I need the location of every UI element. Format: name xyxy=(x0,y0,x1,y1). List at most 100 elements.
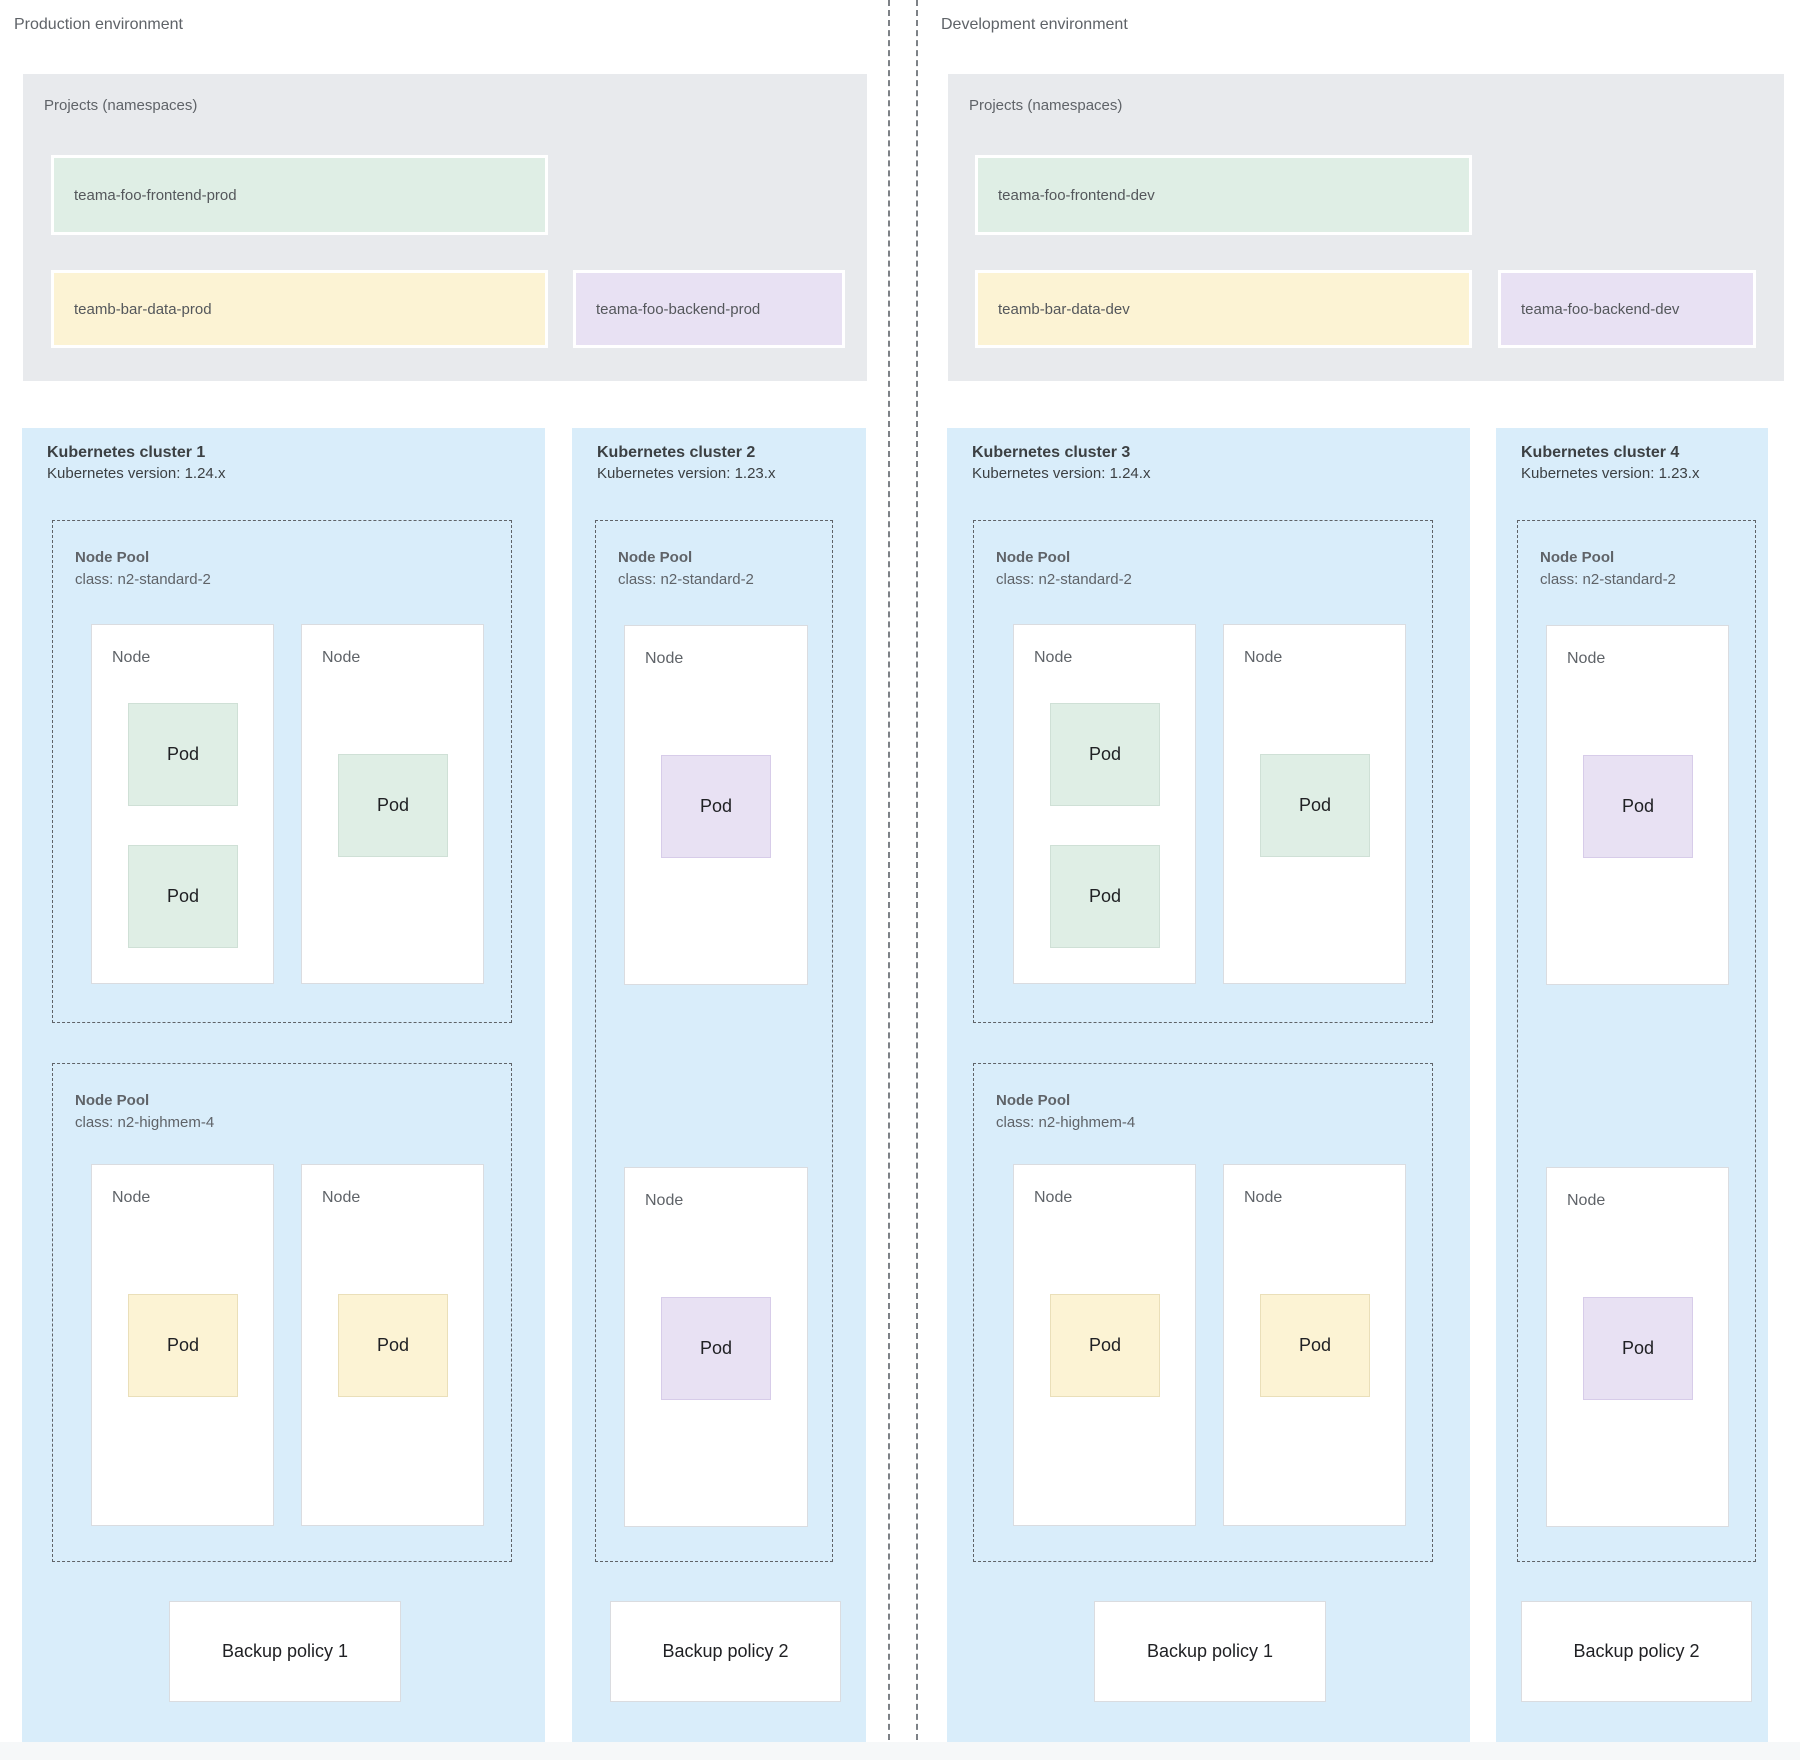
backup-policy-box: Backup policy 2 xyxy=(610,1601,841,1702)
pod-box: Pod xyxy=(1050,845,1160,948)
pod-box: Pod xyxy=(1050,1294,1160,1397)
pod-label: Pod xyxy=(1088,744,1122,764)
cluster-title: Kubernetes cluster 2 xyxy=(597,444,756,461)
node-box: Node Pod xyxy=(1546,1167,1729,1527)
namespace-chip: teama-foo-frontend-dev xyxy=(975,155,1472,235)
node-box: Node Pod xyxy=(301,624,484,984)
pod-box: Pod xyxy=(661,1297,771,1400)
node-pool-header: Node Pool class: n2-standard-2 xyxy=(996,547,1132,591)
node-pool-header: Node Pool class: n2-standard-2 xyxy=(1540,547,1676,591)
node-pool-class: class: n2-standard-2 xyxy=(1540,571,1676,588)
node-box: Node Pod xyxy=(301,1164,484,1526)
node-pool-box: Node Pool class: n2-highmem-4 Node Pod N… xyxy=(973,1063,1433,1562)
node-label: Node xyxy=(1244,649,1283,666)
pod-box: Pod xyxy=(1260,1294,1370,1397)
pod-label: Pod xyxy=(376,795,410,815)
node-label: Node xyxy=(112,1189,151,1206)
node-pool-box: Node Pool class: n2-standard-2 Node Pod … xyxy=(1517,520,1756,1562)
cluster-version: Kubernetes version: 1.23.x xyxy=(597,465,776,482)
node-pool-class: class: n2-standard-2 xyxy=(75,571,211,588)
node-box: Node Pod Pod xyxy=(1013,624,1196,984)
pod-box: Pod xyxy=(661,755,771,858)
cluster-header: Kubernetes cluster 2 Kubernetes version:… xyxy=(597,442,775,484)
namespace-chip: teama-foo-backend-prod xyxy=(573,270,845,348)
environment-separator-left xyxy=(888,0,890,1760)
node-pool-class: class: n2-standard-2 xyxy=(618,571,754,588)
bottom-strip xyxy=(0,1742,1800,1760)
pod-label: Pod xyxy=(376,1335,410,1355)
pod-label: Pod xyxy=(166,744,200,764)
cluster-header: Kubernetes cluster 3 Kubernetes version:… xyxy=(972,442,1150,484)
projects-panel: Projects (namespaces) teama-foo-frontend… xyxy=(23,74,867,381)
namespace-name: teamb-bar-data-prod xyxy=(74,300,212,318)
node-label: Node xyxy=(112,649,151,666)
node-pool-label: Node Pool xyxy=(996,549,1071,566)
namespace-name: teama-foo-frontend-prod xyxy=(74,186,237,204)
node-box: Node Pod xyxy=(91,1164,274,1526)
backup-policy-label: Backup policy 2 xyxy=(662,1641,789,1661)
pod-label: Pod xyxy=(1621,796,1655,816)
node-label: Node xyxy=(1034,1189,1073,1206)
backup-policy-label: Backup policy 2 xyxy=(1573,1641,1700,1661)
node-label: Node xyxy=(645,650,684,667)
node-label: Node xyxy=(1034,649,1073,666)
cluster-title: Kubernetes cluster 1 xyxy=(47,444,206,461)
pod-box: Pod xyxy=(1050,703,1160,806)
backup-policy-box: Backup policy 2 xyxy=(1521,1601,1752,1702)
backup-policy-label: Backup policy 1 xyxy=(1146,1641,1274,1661)
node-box: Node Pod Pod xyxy=(91,624,274,984)
node-pool-label: Node Pool xyxy=(618,549,693,566)
pod-box: Pod xyxy=(338,754,448,857)
namespace-name: teama-foo-backend-prod xyxy=(596,300,761,318)
environment-label: Production environment xyxy=(14,16,183,33)
node-label: Node xyxy=(1244,1189,1283,1206)
pod-label: Pod xyxy=(699,796,733,816)
backup-policy-label: Backup policy 1 xyxy=(221,1641,349,1661)
pod-label: Pod xyxy=(1298,795,1332,815)
node-box: Node Pod xyxy=(1223,1164,1406,1526)
backup-policy-box: Backup policy 1 xyxy=(1094,1601,1326,1702)
pod-label: Pod xyxy=(1088,886,1122,906)
pod-box: Pod xyxy=(1260,754,1370,857)
namespace-name: teama-foo-backend-dev xyxy=(1521,300,1680,318)
pod-box: Pod xyxy=(128,703,238,806)
pod-box: Pod xyxy=(1583,755,1693,858)
node-box: Node Pod xyxy=(1223,624,1406,984)
node-pool-label: Node Pool xyxy=(996,1092,1071,1109)
node-pool-class: class: n2-highmem-4 xyxy=(996,1114,1136,1131)
namespace-name: teama-foo-frontend-dev xyxy=(998,186,1155,204)
cluster-box: Kubernetes cluster 3 Kubernetes version:… xyxy=(947,428,1470,1742)
node-pool-header: Node Pool class: n2-highmem-4 xyxy=(75,1090,214,1134)
namespace-chip: teamb-bar-data-prod xyxy=(51,270,548,348)
cluster-title: Kubernetes cluster 4 xyxy=(1521,444,1680,461)
projects-title: Projects (namespaces) xyxy=(44,97,198,114)
node-pool-label: Node Pool xyxy=(1540,549,1615,566)
namespace-chip: teamb-bar-data-dev xyxy=(975,270,1472,348)
backup-policy-box: Backup policy 1 xyxy=(169,1601,401,1702)
node-pool-class: class: n2-standard-2 xyxy=(996,571,1132,588)
cluster-version: Kubernetes version: 1.23.x xyxy=(1521,465,1700,482)
projects-panel: Projects (namespaces) teama-foo-frontend… xyxy=(948,74,1784,381)
pod-box: Pod xyxy=(338,1294,448,1397)
pod-label: Pod xyxy=(699,1338,733,1358)
node-label: Node xyxy=(645,1192,684,1209)
pod-box: Pod xyxy=(128,1294,238,1397)
node-label: Node xyxy=(1567,1192,1606,1209)
node-pool-class: class: n2-highmem-4 xyxy=(75,1114,215,1131)
environment-label: Development environment xyxy=(941,16,1128,33)
namespace-name: teamb-bar-data-dev xyxy=(998,300,1130,318)
node-pool-box: Node Pool class: n2-standard-2 Node Pod … xyxy=(52,520,512,1023)
pod-label: Pod xyxy=(1621,1338,1655,1358)
node-label: Node xyxy=(1567,650,1606,667)
pod-label: Pod xyxy=(166,1335,200,1355)
node-label: Node xyxy=(322,649,361,666)
cluster-box: Kubernetes cluster 4 Kubernetes version:… xyxy=(1496,428,1768,1742)
namespace-chip: teama-foo-backend-dev xyxy=(1498,270,1756,348)
pod-box: Pod xyxy=(1583,1297,1693,1400)
cluster-box: Kubernetes cluster 1 Kubernetes version:… xyxy=(22,428,545,1742)
cluster-box: Kubernetes cluster 2 Kubernetes version:… xyxy=(572,428,866,1742)
environment-separator-right xyxy=(916,0,918,1760)
cluster-header: Kubernetes cluster 4 Kubernetes version:… xyxy=(1521,442,1699,484)
cluster-version: Kubernetes version: 1.24.x xyxy=(972,465,1151,482)
